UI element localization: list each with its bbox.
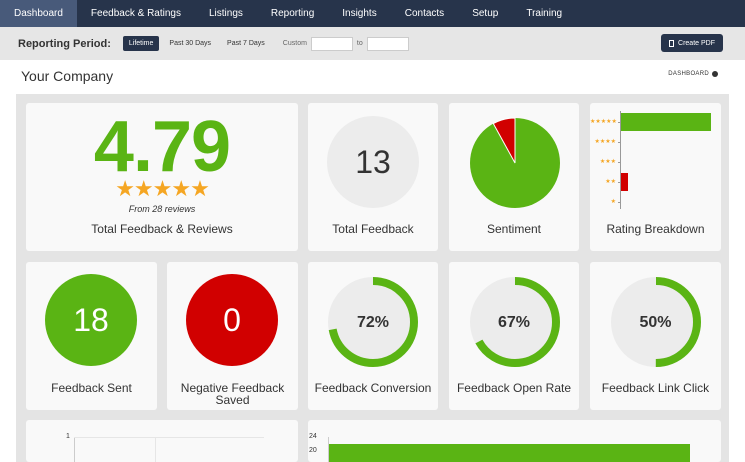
open-rate-card[interactable]: 67% Feedback Open Rate — [449, 262, 579, 410]
reporting-period-label: Reporting Period: — [18, 37, 111, 50]
breakdown-tick-3 — [618, 162, 621, 163]
feedback-sent-value: 18 — [73, 301, 109, 338]
nav-feedback-ratings[interactable]: Feedback & Ratings — [90, 8, 181, 19]
left-chart-axis — [74, 437, 75, 462]
total-reviews-label: Total Feedback & Reviews — [91, 222, 233, 236]
conversion-card[interactable]: 72% Feedback Conversion — [308, 262, 438, 410]
rating-stars: ★★★★★ — [115, 176, 210, 201]
negative-saved-value: 0 — [223, 301, 241, 338]
total-feedback-label: Total Feedback — [332, 222, 414, 236]
left-chart-card[interactable]: 1 — [26, 420, 298, 462]
custom-to-input[interactable] — [366, 36, 409, 51]
total-feedback-card[interactable]: 13 Total Feedback — [308, 103, 438, 251]
conversion-value: 72% — [356, 314, 390, 331]
sentiment-negative-slice — [492, 117, 516, 164]
sentiment-pie — [470, 117, 560, 208]
nav-listings[interactable]: Listings — [208, 8, 243, 19]
sentiment-label: Sentiment — [486, 222, 542, 236]
breakdown-stars-1: ★ — [610, 199, 616, 205]
custom-label: Custom — [282, 40, 307, 47]
period-30-days-button[interactable]: Past 30 Days — [169, 40, 212, 47]
right-chart-card[interactable]: 24 20 — [308, 420, 721, 462]
dashboard-link[interactable]: DASHBOARD — [668, 71, 718, 77]
breakdown-stars-2: ★★ — [605, 179, 616, 185]
open-rate-ring — [470, 277, 560, 367]
create-pdf-button[interactable]: Create PDF — [661, 34, 723, 52]
right-chart-tick-24: 24 — [309, 433, 317, 440]
nav-insights[interactable]: Insights — [342, 8, 377, 19]
feedback-sent-label: Feedback Sent — [51, 381, 132, 395]
average-rating: 4.79 — [93, 107, 231, 187]
right-chart-bar — [329, 444, 690, 462]
conversion-ring-bg — [328, 277, 418, 367]
rating-breakdown-card[interactable]: ★★★★★ ★★★★ ★★★ ★★ ★ Rating Breakdown — [590, 103, 721, 251]
breakdown-tick-4 — [618, 142, 621, 143]
link-click-label: Feedback Link Click — [601, 381, 710, 395]
company-title: Your Company — [21, 68, 114, 84]
negative-saved-label: Negative Feedback Saved — [180, 381, 285, 407]
info-icon — [712, 71, 718, 77]
dashboard-link-label: DASHBOARD — [668, 71, 709, 77]
nav-training[interactable]: Training — [526, 8, 563, 19]
negative-saved-card[interactable]: 0 Negative Feedback Saved — [167, 262, 298, 410]
conversion-ring-arc — [328, 277, 418, 367]
right-chart-axis — [328, 437, 329, 462]
breakdown-stars-3: ★★★ — [599, 159, 616, 165]
open-rate-ring-arc — [470, 277, 560, 367]
link-click-card[interactable]: 50% Feedback Link Click — [590, 262, 721, 410]
breakdown-bar-2 — [621, 173, 629, 191]
right-chart-tick-20: 20 — [309, 447, 317, 454]
feedback-sent-card[interactable]: 18 Feedback Sent — [26, 262, 157, 410]
create-pdf-label: Create PDF — [678, 39, 715, 47]
breakdown-stars-5: ★★★★★ — [590, 119, 617, 125]
link-click-value: 50% — [639, 314, 672, 331]
breakdown-axis — [620, 111, 621, 209]
nav-dashboard[interactable]: Dashboard — [0, 0, 77, 27]
sentiment-card[interactable]: Sentiment — [449, 103, 579, 251]
conversion-label: Feedback Conversion — [314, 381, 432, 395]
left-chart-gridline-v — [155, 437, 156, 462]
breakdown-bar-5 — [621, 113, 711, 131]
link-click-ring-bg — [611, 277, 701, 367]
nav-contacts[interactable]: Contacts — [404, 8, 445, 19]
nav-reporting[interactable]: Reporting — [270, 8, 315, 19]
period-7-days-button[interactable]: Past 7 Days — [227, 40, 265, 47]
open-rate-value: 67% — [497, 314, 531, 331]
review-count: From 28 reviews — [128, 204, 196, 214]
left-chart-tick: 1 — [66, 433, 70, 440]
negative-saved-circle: 0 — [186, 274, 278, 366]
rating-breakdown-chart: ★★★★★ ★★★★ ★★★ ★★ ★ — [590, 111, 721, 211]
link-click-ring — [611, 277, 701, 367]
total-feedback-value: 13 — [355, 143, 391, 180]
breakdown-tick-2 — [618, 182, 621, 183]
conversion-ring — [328, 277, 418, 367]
link-click-ring-arc — [611, 277, 701, 367]
reporting-period-bar: Reporting Period: Lifetime Past 30 Days … — [0, 27, 745, 60]
total-feedback-circle: 13 — [327, 116, 419, 208]
period-lifetime-button[interactable]: Lifetime — [122, 36, 160, 51]
total-reviews-card[interactable]: 4.79 ★★★★★ From 28 reviews Total Feedbac… — [26, 103, 298, 251]
breakdown-tick-1 — [618, 202, 621, 203]
custom-from-input[interactable] — [310, 36, 353, 51]
open-rate-ring-bg — [470, 277, 560, 367]
top-nav: Dashboard Feedback & Ratings Listings Re… — [0, 0, 745, 27]
to-label: to — [356, 40, 363, 47]
document-icon — [669, 39, 675, 47]
feedback-sent-circle: 18 — [45, 274, 137, 366]
left-chart-gridline — [74, 437, 264, 438]
breakdown-stars-4: ★★★★ — [594, 139, 616, 145]
breakdown-tick-5 — [618, 122, 621, 123]
rating-breakdown-label: Rating Breakdown — [606, 222, 705, 236]
nav-setup[interactable]: Setup — [472, 8, 499, 19]
open-rate-label: Feedback Open Rate — [456, 381, 572, 395]
